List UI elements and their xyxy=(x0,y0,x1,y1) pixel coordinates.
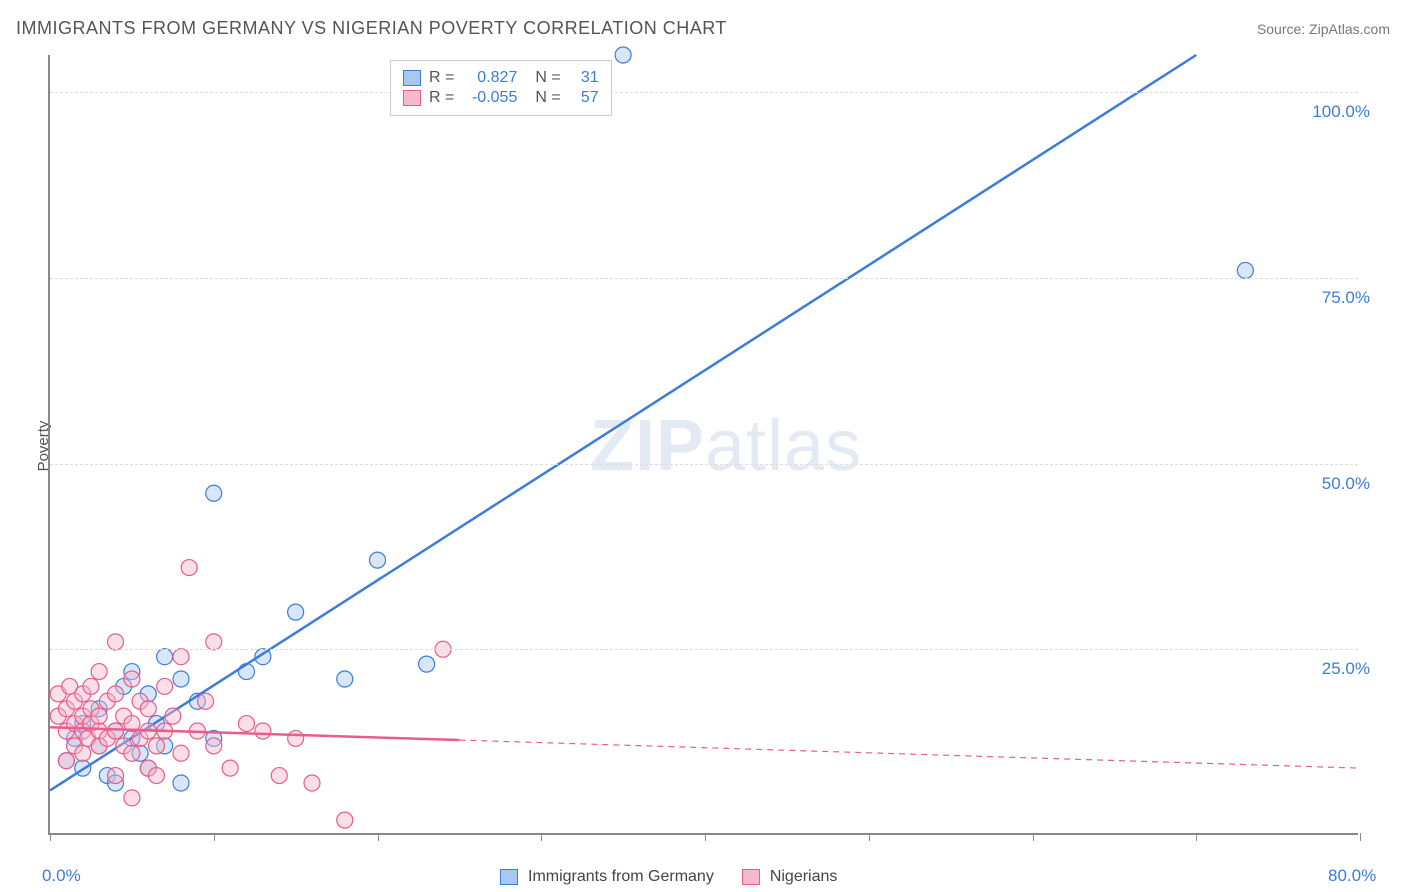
y-tick-label: 100.0% xyxy=(1312,102,1370,122)
data-point xyxy=(83,678,99,694)
legend-swatch xyxy=(742,869,760,885)
data-point xyxy=(173,649,189,665)
x-tick xyxy=(1360,833,1361,841)
gridline-h xyxy=(50,278,1358,279)
data-point xyxy=(370,552,386,568)
data-point xyxy=(198,693,214,709)
correlation-legend: R = 0.827 N = 31 R = -0.055 N = 57 xyxy=(390,60,612,116)
r-value: -0.055 xyxy=(462,89,517,107)
y-tick-label: 25.0% xyxy=(1322,659,1370,679)
legend-row: R = -0.055 N = 57 xyxy=(403,89,599,107)
source-label: Source: ZipAtlas.com xyxy=(1257,21,1390,37)
data-point xyxy=(255,723,271,739)
trend-line-solid xyxy=(50,55,1196,790)
data-point xyxy=(75,745,91,761)
x-tick xyxy=(1033,833,1034,841)
chart-header: IMMIGRANTS FROM GERMANY VS NIGERIAN POVE… xyxy=(16,18,1390,39)
data-point xyxy=(124,671,140,687)
r-value: 0.827 xyxy=(462,69,517,87)
r-label: R = xyxy=(429,69,454,87)
data-point xyxy=(288,730,304,746)
chart-plot-area: ZIPatlas xyxy=(48,55,1358,835)
y-tick-label: 75.0% xyxy=(1322,288,1370,308)
data-point xyxy=(108,768,124,784)
data-point xyxy=(239,664,255,680)
series-legend: Immigrants from Germany Nigerians xyxy=(500,868,855,886)
x-tick xyxy=(869,833,870,841)
x-tick xyxy=(1196,833,1197,841)
data-point xyxy=(288,604,304,620)
data-point xyxy=(615,47,631,63)
data-point xyxy=(419,656,435,672)
data-point xyxy=(337,671,353,687)
data-point xyxy=(173,775,189,791)
data-point xyxy=(206,485,222,501)
data-point xyxy=(108,723,124,739)
legend-label: Nigerians xyxy=(770,868,838,886)
n-value: 31 xyxy=(569,69,599,87)
legend-swatch xyxy=(403,90,421,106)
data-point xyxy=(337,812,353,828)
gridline-h xyxy=(50,649,1358,650)
data-point xyxy=(173,671,189,687)
legend-swatch xyxy=(403,70,421,86)
x-tick xyxy=(50,833,51,841)
data-point xyxy=(1237,262,1253,278)
y-tick-label: 50.0% xyxy=(1322,474,1370,494)
n-label: N = xyxy=(535,69,560,87)
data-point xyxy=(181,560,197,576)
data-point xyxy=(58,753,74,769)
legend-swatch xyxy=(500,869,518,885)
data-point xyxy=(148,768,164,784)
gridline-h xyxy=(50,464,1358,465)
data-point xyxy=(91,664,107,680)
legend-row: R = 0.827 N = 31 xyxy=(403,69,599,87)
n-value: 57 xyxy=(569,89,599,107)
chart-svg xyxy=(50,55,1358,833)
x-tick xyxy=(378,833,379,841)
chart-title: IMMIGRANTS FROM GERMANY VS NIGERIAN POVE… xyxy=(16,18,727,39)
data-point xyxy=(140,701,156,717)
gridline-h xyxy=(50,92,1358,93)
x-tick xyxy=(541,833,542,841)
r-label: R = xyxy=(429,89,454,107)
data-point xyxy=(206,634,222,650)
data-point xyxy=(124,745,140,761)
data-point xyxy=(173,745,189,761)
data-point xyxy=(206,738,222,754)
x-tick-label: 0.0% xyxy=(42,866,81,886)
x-tick-label: 80.0% xyxy=(1328,866,1376,886)
data-point xyxy=(271,768,287,784)
data-point xyxy=(148,738,164,754)
data-point xyxy=(157,649,173,665)
x-tick xyxy=(214,833,215,841)
data-point xyxy=(108,686,124,702)
data-point xyxy=(91,708,107,724)
x-tick xyxy=(705,833,706,841)
data-point xyxy=(222,760,238,776)
data-point xyxy=(165,708,181,724)
trend-line-dashed xyxy=(459,740,1360,768)
data-point xyxy=(108,634,124,650)
data-point xyxy=(304,775,320,791)
data-point xyxy=(239,716,255,732)
data-point xyxy=(124,790,140,806)
data-point xyxy=(157,678,173,694)
legend-label: Immigrants from Germany xyxy=(528,868,714,886)
n-label: N = xyxy=(535,89,560,107)
